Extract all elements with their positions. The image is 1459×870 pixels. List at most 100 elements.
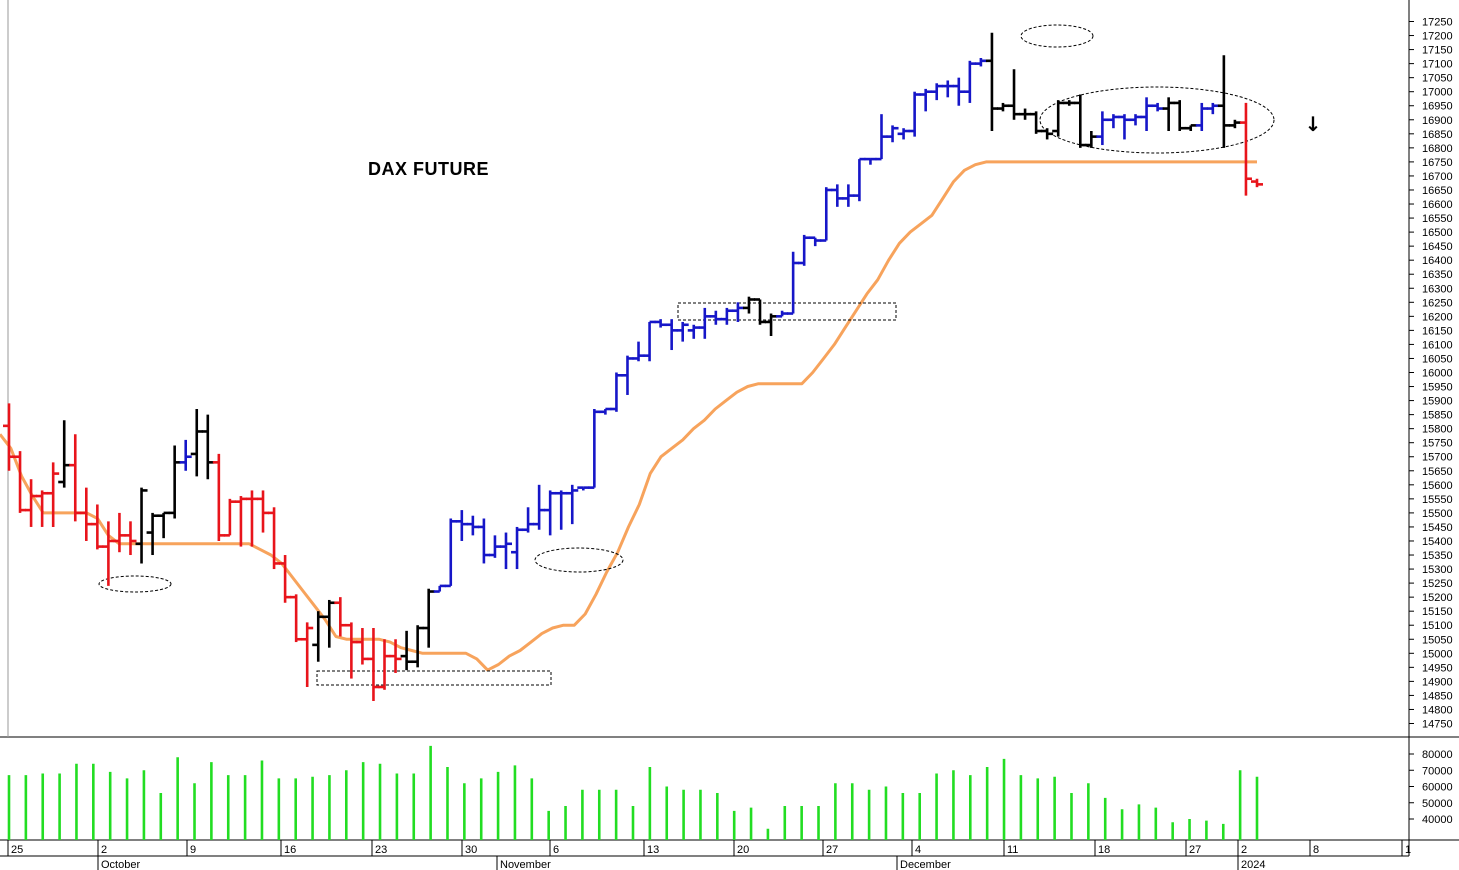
down-arrow-icon: ↓ — [1305, 112, 1322, 136]
price-bar — [257, 490, 270, 533]
price-tick-label: 16900 — [1422, 115, 1453, 127]
price-bar — [820, 187, 833, 242]
price-tick-label: 16100 — [1422, 339, 1453, 351]
price-bar — [731, 302, 744, 322]
price-bar — [1074, 94, 1087, 148]
date-tick-label: 1 — [1405, 844, 1411, 856]
price-bar — [555, 490, 568, 530]
volume-tick-label: 70000 — [1422, 765, 1453, 777]
price-bar — [102, 521, 115, 586]
date-tick-label: 2 — [1241, 844, 1247, 856]
stop-line-layer — [0, 160, 1257, 672]
price-tick-label: 17200 — [1422, 31, 1453, 43]
date-tick-label: 25 — [11, 844, 23, 856]
price-bar — [3, 403, 15, 471]
price-bar — [234, 496, 247, 547]
price-bar — [146, 512, 159, 556]
price-tick-label: 14850 — [1422, 690, 1453, 702]
price-bar — [212, 453, 225, 541]
price-tick-label: 14800 — [1422, 704, 1453, 716]
date-tick-label: 4 — [915, 844, 921, 856]
price-bar — [25, 479, 38, 527]
price-bar — [709, 310, 722, 325]
price-bar — [301, 622, 314, 687]
volume-tick-label: 40000 — [1422, 814, 1453, 826]
price-tick-label: 15250 — [1422, 578, 1453, 590]
price-bar — [400, 630, 413, 671]
price-tick-label: 15650 — [1422, 466, 1453, 478]
price-bar — [1041, 128, 1054, 140]
price-bar — [466, 515, 479, 536]
price-tick-label: 15750 — [1422, 438, 1453, 450]
price-bar — [345, 622, 358, 679]
price-bar — [124, 521, 137, 556]
price-bar — [1251, 178, 1263, 188]
price-tick-label: 16000 — [1422, 368, 1453, 380]
price-bar — [1107, 114, 1120, 129]
annotation-ellipse-december-high — [1020, 24, 1094, 48]
price-bar — [831, 184, 844, 207]
price-bar — [201, 414, 214, 480]
price-tick-label: 15800 — [1422, 424, 1453, 436]
price-bar — [1206, 102, 1219, 115]
price-tick-label: 16250 — [1422, 297, 1453, 309]
price-tick-label: 15500 — [1422, 508, 1453, 520]
chart-title: DAX FUTURE — [368, 159, 489, 179]
price-bar — [676, 321, 689, 342]
price-tick-label: 15350 — [1422, 550, 1453, 562]
price-bar — [985, 32, 998, 132]
month-label: 2024 — [1241, 859, 1265, 870]
price-tick-label: 17000 — [1422, 87, 1453, 99]
price-bar — [323, 599, 336, 648]
price-bar — [897, 128, 910, 140]
price-bar — [930, 83, 943, 101]
price-bar — [687, 324, 700, 339]
price-bar — [1239, 102, 1252, 196]
price-bar — [1195, 102, 1208, 132]
price-bar — [477, 518, 490, 564]
price-bar — [36, 490, 49, 527]
price-tick-label: 15150 — [1422, 606, 1453, 618]
price-axis: 14750 14800 14850 14900 14950 15000 15050 15100… — [1409, 17, 1453, 731]
price-bar — [113, 512, 126, 553]
price-bar — [919, 88, 932, 112]
price-bar — [179, 439, 192, 471]
price-bar — [577, 486, 590, 491]
price-bar — [665, 319, 678, 351]
price-bar — [367, 628, 380, 702]
price-tick-label: 15450 — [1422, 522, 1453, 534]
price-bar — [356, 628, 369, 665]
price-tick-label: 16550 — [1422, 213, 1453, 225]
price-bar — [389, 639, 402, 673]
price-bar — [1019, 108, 1032, 120]
annotation-ellipse-october-low — [98, 575, 172, 593]
price-bar — [963, 60, 976, 103]
price-bar — [720, 307, 733, 325]
price-bar — [334, 597, 347, 637]
price-tick-label: 16450 — [1422, 241, 1453, 253]
annotation-ellipse-november-pullback — [534, 547, 624, 573]
price-tick-label: 14750 — [1422, 719, 1453, 731]
price-bar — [1151, 102, 1164, 112]
price-bar — [809, 236, 822, 247]
date-tick-label: 16 — [284, 844, 296, 856]
date-tick-label: 2 — [101, 844, 107, 856]
price-tick-label: 17250 — [1422, 17, 1453, 29]
price-tick-label: 17100 — [1422, 59, 1453, 71]
price-tick-label: 16050 — [1422, 353, 1453, 365]
price-tick-label: 15100 — [1422, 620, 1453, 632]
price-bar — [433, 584, 446, 593]
price-bar — [279, 555, 292, 603]
annotation-box-consolidation — [677, 302, 897, 321]
price-bar — [875, 114, 888, 161]
price-bar — [47, 462, 60, 527]
price-bar — [14, 451, 27, 513]
date-tick-label: 9 — [190, 844, 196, 856]
price-tick-label: 15050 — [1422, 634, 1453, 646]
price-tick-label: 16750 — [1422, 157, 1453, 169]
volume-tick-label: 60000 — [1422, 782, 1453, 794]
price-tick-label: 16350 — [1422, 269, 1453, 281]
date-tick-label: 23 — [375, 844, 387, 856]
